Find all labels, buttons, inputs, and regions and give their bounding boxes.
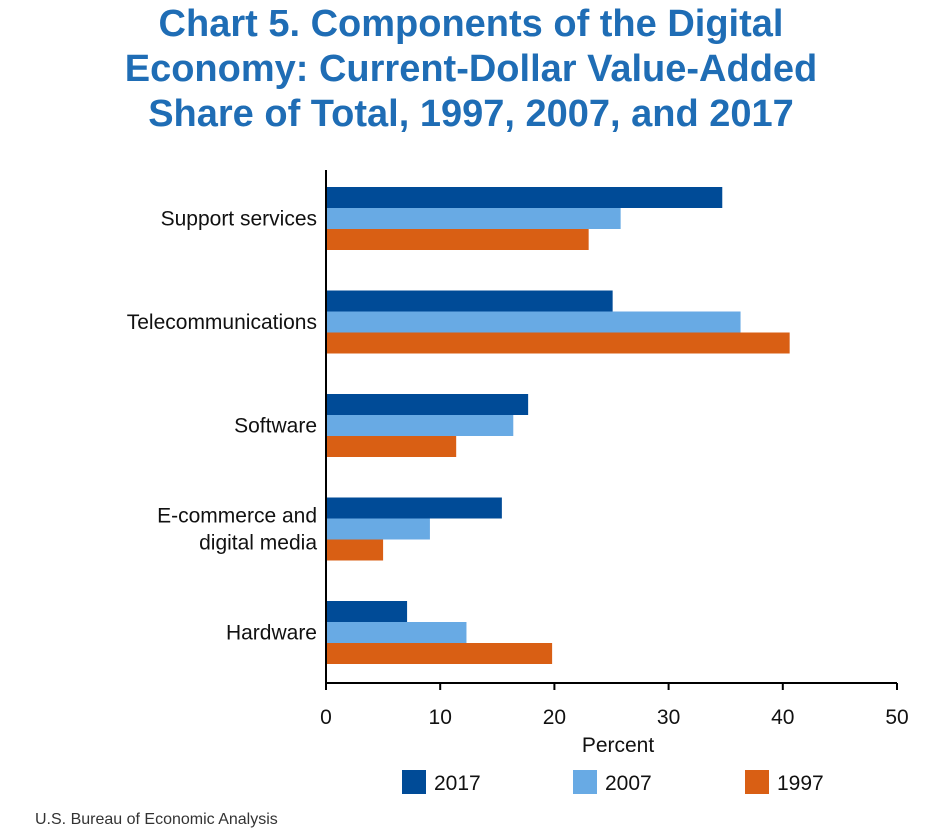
legend-swatch-1997 [745,770,769,794]
x-tick-label: 30 [657,706,680,729]
legend-swatch-2007 [573,770,597,794]
chart-title-line: Share of Total, 1997, 2007, and 2017 [148,93,794,135]
legend-label: 1997 [777,772,824,795]
bar-1997 [326,332,790,354]
chart-title-line: Economy: Current-Dollar Value-Added [124,48,818,90]
category-label: Support services [161,208,317,231]
chart-title: Chart 5. Components of the Digital Econo… [0,2,942,137]
bar-2007 [326,208,621,229]
x-tick-label: 20 [543,706,566,729]
category-label: Telecommunications [127,311,317,334]
bar-2017 [326,290,613,312]
x-tick-label: 0 [320,706,332,729]
bar-2017 [326,497,502,519]
x-tick-label: 40 [771,706,794,729]
bar-2017 [326,394,529,415]
chart-title-line: Chart 5. Components of the Digital [158,3,784,45]
bar-1997 [326,643,553,664]
category-label: Hardware [226,622,317,645]
legend-label: 2007 [605,772,652,795]
category-label: Software [234,415,317,438]
category-label: digital media [199,532,317,555]
bar-2017 [326,187,723,208]
bar-1997 [326,539,384,561]
bar-2017 [326,601,408,622]
x-tick-label: 10 [429,706,452,729]
legend-swatch-2017 [402,770,426,794]
bar-2007 [326,518,430,540]
category-label: E-commerce and [157,505,317,528]
x-tick-label: 50 [885,706,908,729]
bar-2007 [326,622,467,643]
legend-label: 2017 [434,772,481,795]
source-note: U.S. Bureau of Economic Analysis [35,811,278,828]
bar-1997 [326,436,457,457]
bar-2007 [326,415,514,436]
x-axis-label: Percent [582,734,655,757]
bar-2007 [326,311,741,333]
bar-1997 [326,229,589,250]
